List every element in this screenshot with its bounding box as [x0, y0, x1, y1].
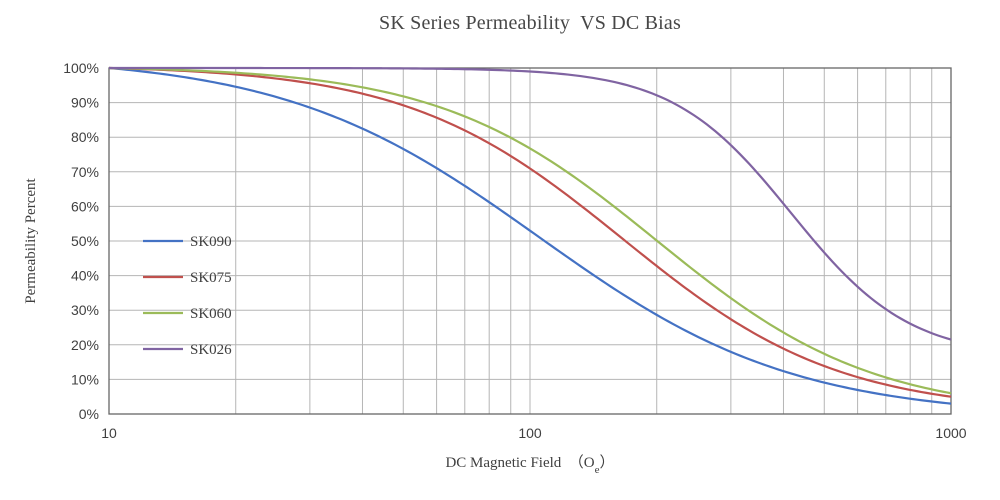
svg-text:30%: 30%: [71, 302, 99, 318]
svg-text:SK075: SK075: [190, 270, 232, 286]
svg-text:100%: 100%: [63, 60, 99, 76]
svg-text:100: 100: [518, 425, 542, 441]
svg-text:SK026: SK026: [190, 342, 232, 358]
svg-text:1000: 1000: [935, 425, 966, 441]
svg-text:40%: 40%: [71, 268, 99, 284]
svg-text:70%: 70%: [71, 164, 99, 180]
svg-text:60%: 60%: [71, 198, 99, 214]
svg-text:0%: 0%: [79, 406, 99, 422]
svg-text:10%: 10%: [71, 371, 99, 387]
svg-text:SK060: SK060: [190, 306, 232, 322]
svg-text:20%: 20%: [71, 337, 99, 353]
svg-text:80%: 80%: [71, 129, 99, 145]
svg-text:DC Magnetic Field （Oe）: DC Magnetic Field （Oe）: [445, 454, 614, 476]
svg-text:50%: 50%: [71, 233, 99, 249]
svg-text:10: 10: [101, 425, 117, 441]
svg-text:SK090: SK090: [190, 234, 232, 250]
svg-text:Permeability Percent: Permeability Percent: [23, 177, 39, 303]
svg-text:90%: 90%: [71, 95, 99, 111]
